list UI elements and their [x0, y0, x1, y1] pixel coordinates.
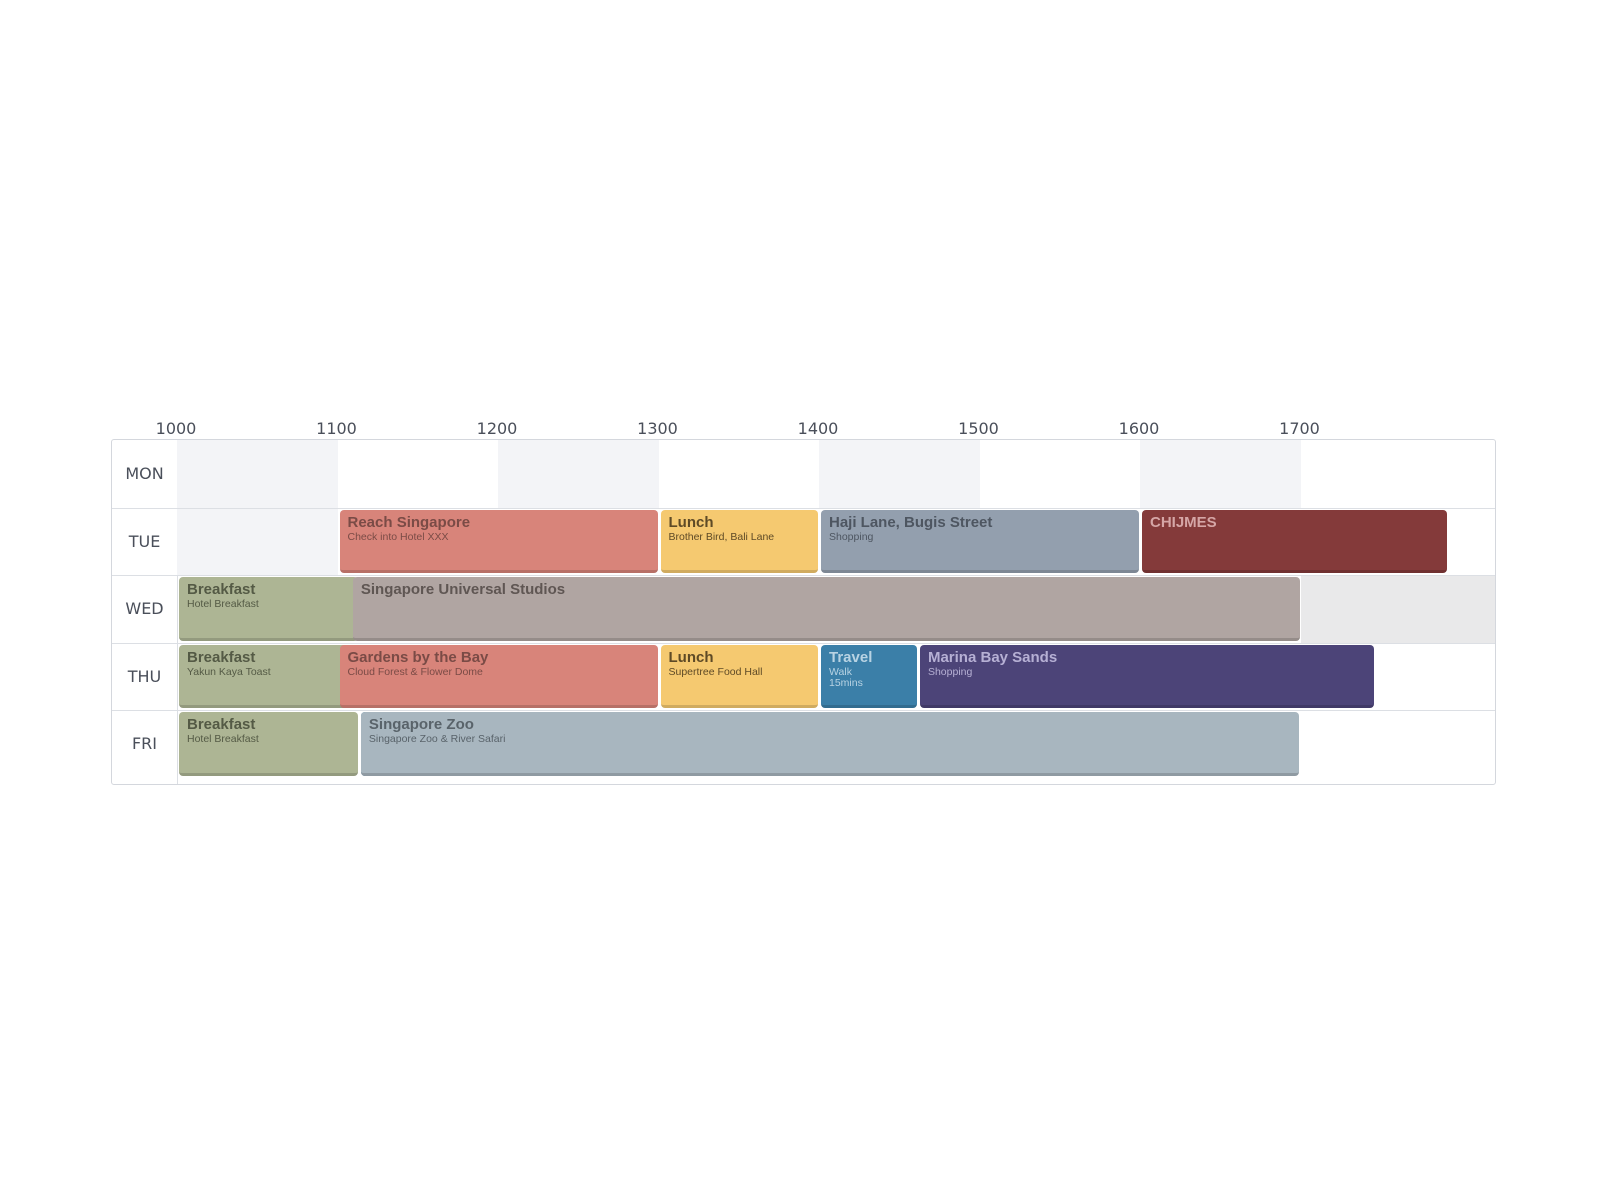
row-divider [112, 710, 1495, 711]
event-subtitle: Check into Hotel XXX [347, 530, 449, 543]
event-block[interactable]: Marina Bay Sands Shopping [919, 644, 1375, 708]
day-label-mon: MON [125, 464, 164, 483]
row-shade [1300, 575, 1495, 643]
event-title: CHIJMES [1150, 513, 1217, 531]
event-title: Travel [829, 648, 873, 666]
event-title: Marina Bay Sands [927, 648, 1058, 666]
event-title: Reach Singapore [347, 513, 471, 531]
schedule-grid: MON TUE Reach Singapore Check into Hotel XX… [111, 439, 1496, 785]
row-divider [112, 507, 1495, 509]
event-block[interactable]: Reach Singapore Check into Hotel XXX [339, 509, 658, 573]
timeline-chart: 1000 1100 1200 1300 1400 1500 1600 1700 MON TUE R… [111, 405, 1496, 785]
event-block[interactable]: Singapore Zoo Singapore Zoo & River Safar… [360, 712, 1300, 776]
day-label-wed: WED [125, 599, 164, 618]
day-column-divider [177, 440, 178, 784]
event-block[interactable]: Breakfast Yakun Kaya Toast [179, 644, 358, 708]
event-block[interactable]: Lunch Supertree Food Hall [660, 644, 818, 708]
day-label-fri: FRI [131, 734, 158, 753]
event-block[interactable]: Gardens by the Bay Cloud Forest & Flower … [339, 644, 658, 708]
event-block[interactable]: Lunch Brother Bird, Bali Lane [660, 509, 818, 573]
hour-column-shade [819, 440, 980, 508]
event-block[interactable]: Breakfast Hotel Breakfast [179, 712, 358, 776]
event-block[interactable]: Haji Lane, Bugis Street Shopping [821, 509, 1139, 573]
event-subtitle: Supertree Food Hall [668, 665, 763, 678]
event-block[interactable]: CHIJMES [1142, 509, 1447, 573]
event-title: Gardens by the Bay [347, 648, 489, 666]
day-label-thu: THU [127, 666, 162, 686]
hour-column-shade [177, 507, 338, 575]
event-title: Lunch [668, 648, 714, 666]
hour-label: 1700 [1279, 419, 1320, 438]
event-block[interactable]: Travel Walk 15mins [821, 644, 917, 708]
event-subtitle: Yakun Kaya Toast [187, 665, 271, 678]
event-subtitle: Singapore Zoo & River Safari [368, 733, 506, 745]
hour-label: 1200 [476, 419, 518, 438]
hour-label: 1600 [1118, 419, 1160, 438]
event-title: Singapore Universal Studios [360, 581, 566, 598]
event-subtitle: Brother Bird, Bali Lane [668, 530, 775, 543]
event-title: Breakfast [187, 581, 256, 598]
row-divider [112, 575, 1495, 576]
hour-column-shade [498, 440, 659, 508]
row-divider [112, 642, 1495, 644]
event-title: Lunch [668, 513, 714, 531]
event-title: Breakfast [187, 716, 256, 733]
hour-label: 1100 [316, 419, 357, 438]
event-subtitle: Shopping [927, 665, 973, 678]
event-title: Haji Lane, Bugis Street [829, 513, 993, 531]
hour-label: 1300 [637, 419, 678, 438]
event-block[interactable]: Singapore Universal Studios [352, 577, 1300, 641]
hour-label: 1500 [958, 419, 999, 438]
event-subtitle: Shopping [829, 530, 874, 543]
event-block[interactable]: Breakfast Hotel Breakfast [179, 577, 358, 641]
event-subtitle: Cloud Forest & Flower Dome [347, 665, 483, 678]
event-title: Breakfast [187, 648, 256, 666]
day-label-tue: TUE [128, 531, 161, 551]
event-subtitle: Walk 15mins [829, 665, 863, 689]
hour-column-shade [1140, 440, 1301, 508]
hour-column-shade [177, 440, 338, 508]
event-subtitle: Hotel Breakfast [187, 733, 259, 745]
hour-label: 1000 [155, 419, 197, 438]
event-title: Singapore Zoo [368, 716, 474, 733]
hour-label: 1400 [797, 419, 839, 438]
event-subtitle: Hotel Breakfast [187, 598, 259, 610]
